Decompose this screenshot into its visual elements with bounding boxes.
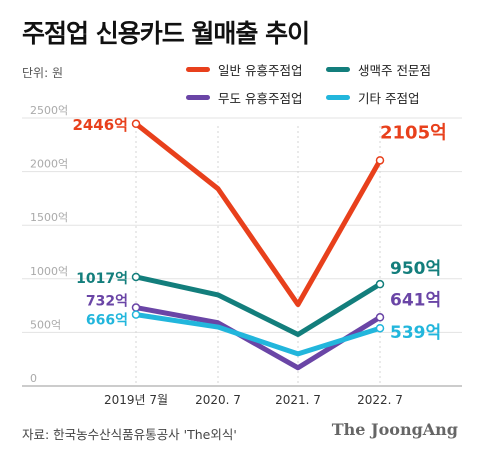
data-point — [375, 323, 385, 333]
data-label: 641억 — [390, 290, 441, 310]
x-tick-label: 2022. 7 — [357, 393, 403, 407]
y-tick-label: 2500억 — [30, 104, 68, 117]
data-label: 732억 — [86, 294, 128, 310]
legend-item-beer-pub: 생맥주 전문점 — [326, 60, 476, 79]
legend-item-dance-entertainment-bar: 무도 유흥주점업 — [186, 88, 326, 107]
source-note: 자료: 한국농수산식품유통공사 'The외식' — [22, 427, 237, 442]
legend: 일반 유흥주점업 생맥주 전문점 무도 유흥주점업 기타 주점업 — [186, 60, 476, 107]
y-tick-label: 1000억 — [30, 265, 68, 278]
data-label: 950억 — [390, 259, 441, 279]
legend-swatch — [326, 95, 350, 100]
legend-item-general-entertainment-bar: 일반 유흥주점업 — [186, 60, 326, 79]
legend-label: 무도 유흥주점업 — [218, 91, 303, 106]
series-line — [133, 312, 383, 357]
legend-swatch — [186, 95, 210, 100]
y-tick-label: 0 — [30, 372, 37, 385]
legend-label: 일반 유흥주점업 — [218, 63, 303, 78]
x-tick-label: 2021. 7 — [275, 393, 321, 407]
series-line — [133, 274, 383, 338]
chart-title: 주점업 신용카드 월매출 추이 — [22, 19, 310, 48]
x-tick-label: 2019년 7월 — [104, 393, 168, 407]
series-line — [133, 121, 383, 308]
data-label: 539억 — [390, 323, 441, 343]
y-tick-label: 1500억 — [30, 211, 68, 224]
data-label: 2446억 — [72, 116, 128, 134]
data-point — [375, 313, 385, 322]
data-label: 1017억 — [76, 271, 128, 287]
data-point — [375, 279, 385, 289]
legend-label: 생맥주 전문점 — [358, 63, 431, 78]
data-point — [131, 272, 141, 282]
legend-item-other-bar: 기타 주점업 — [326, 88, 476, 107]
x-tick-label: 2020. 7 — [195, 393, 241, 407]
unit-label: 단위: 원 — [22, 66, 63, 80]
legend-swatch — [186, 67, 210, 72]
data-point — [131, 310, 141, 319]
legend-swatch — [326, 67, 350, 72]
brand-logo: The JoongAng — [331, 420, 458, 439]
data-point — [375, 156, 385, 165]
data-point — [131, 303, 141, 312]
y-tick-label: 2000억 — [30, 158, 68, 171]
data-label: 2105억 — [380, 122, 447, 143]
legend-label: 기타 주점업 — [358, 91, 420, 106]
y-tick-label: 500억 — [30, 318, 61, 331]
data-label: 666억 — [86, 313, 128, 329]
data-point — [131, 119, 141, 129]
